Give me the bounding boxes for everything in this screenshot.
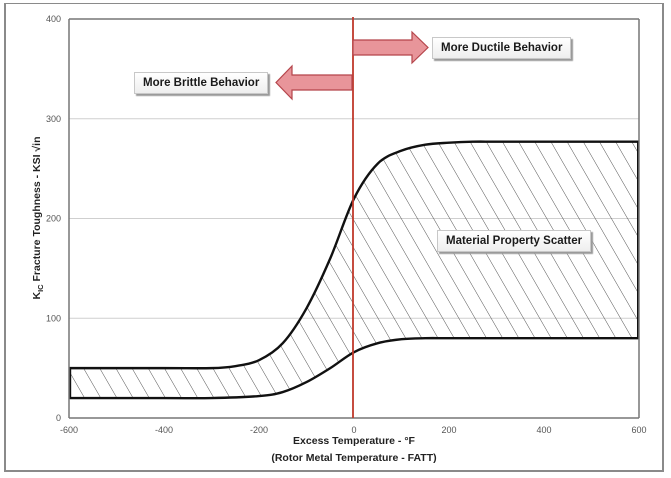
x-tick-label: 400 [536,425,551,435]
upper-bound-curve [68,140,639,370]
x-axis-title: Excess Temperature - °F [293,435,415,447]
y-axis-title-rest: Fracture Toughness - KSI √in [31,136,43,284]
scatter-band [69,141,639,399]
x-axis-subtitle: (Rotor Metal Temperature - FATT) [271,452,436,464]
x-tick-label: 0 [351,425,356,435]
y-tick-label: 400 [46,14,61,24]
y-tick-label: 300 [46,114,61,124]
y-tick-label: 200 [46,214,61,224]
brittle-arrow-icon [275,64,353,101]
material-property-scatter-label: Material Property Scatter [437,230,592,252]
y-axis-title: KIC Fracture Toughness - KSI √in [31,136,45,299]
x-tick-label: 600 [631,425,646,435]
x-tick-labels: -600 -400 -200 0 200 400 600 [60,425,647,435]
brittle-behavior-label: More Brittle Behavior [134,72,269,94]
y-axis-title-subscript: IC [36,284,45,292]
x-tick-label: 200 [441,425,456,435]
x-tick-label: -600 [60,425,78,435]
x-tick-label: -400 [155,425,173,435]
y-tick-label: 100 [46,313,61,323]
figure-frame [4,3,664,472]
y-tick-labels: 0 100 200 300 400 [46,14,61,423]
ductile-arrow-icon [352,30,429,65]
lower-bound-curve [69,336,639,400]
x-tick-label: -200 [250,425,268,435]
ductile-behavior-label: More Ductile Behavior [432,37,572,59]
y-axis-title-k: K [31,292,43,300]
y-tick-label: 0 [56,413,61,423]
